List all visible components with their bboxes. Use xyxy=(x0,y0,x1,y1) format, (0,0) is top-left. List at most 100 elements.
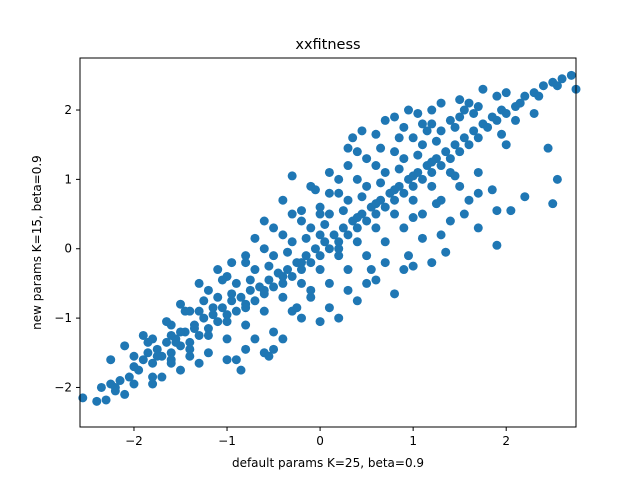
data-point xyxy=(506,206,516,216)
data-point xyxy=(315,265,325,275)
data-point xyxy=(185,351,195,361)
data-point xyxy=(390,185,400,195)
data-point xyxy=(324,188,334,198)
data-point xyxy=(436,126,446,136)
data-point xyxy=(413,108,423,118)
data-point xyxy=(501,108,511,118)
data-point xyxy=(380,115,390,125)
data-point xyxy=(120,389,130,399)
data-point xyxy=(231,306,241,316)
data-point xyxy=(520,192,530,202)
data-point xyxy=(259,306,269,316)
y-tick-label: 2 xyxy=(64,103,72,117)
y-axis-label: new params K=15, beta=0.9 xyxy=(30,155,44,330)
data-point xyxy=(390,112,400,122)
data-point xyxy=(459,105,469,115)
data-point xyxy=(492,240,502,250)
data-point xyxy=(245,275,255,285)
data-point xyxy=(427,119,437,129)
data-point xyxy=(459,209,469,219)
y-axis-ticks: −2 −1 0 1 2 xyxy=(54,103,80,394)
data-point xyxy=(441,147,451,157)
data-point xyxy=(110,382,120,392)
data-point xyxy=(473,167,483,177)
data-point xyxy=(417,174,427,184)
data-point xyxy=(259,285,269,295)
data-point xyxy=(394,133,404,143)
data-point xyxy=(194,306,204,316)
data-point xyxy=(380,258,390,268)
data-point xyxy=(473,102,483,112)
data-point xyxy=(455,147,465,157)
data-point xyxy=(278,278,288,288)
data-point xyxy=(287,209,297,219)
data-point xyxy=(194,330,204,340)
data-point xyxy=(148,358,158,368)
data-point xyxy=(371,209,381,219)
data-point xyxy=(497,129,507,139)
data-point xyxy=(492,115,502,125)
data-point xyxy=(459,133,469,143)
data-point xyxy=(450,171,460,181)
data-point xyxy=(208,310,218,320)
data-point xyxy=(241,303,251,313)
data-point xyxy=(473,188,483,198)
data-point xyxy=(436,230,446,240)
data-point xyxy=(324,278,334,288)
data-point xyxy=(227,296,237,306)
data-point xyxy=(352,174,362,184)
data-point xyxy=(357,126,367,136)
data-point xyxy=(511,115,521,125)
data-point xyxy=(352,237,362,247)
data-point xyxy=(324,244,334,254)
data-point xyxy=(171,337,181,347)
data-point xyxy=(334,313,344,323)
data-point xyxy=(301,233,311,243)
data-point xyxy=(464,195,474,205)
data-point xyxy=(194,358,204,368)
data-point xyxy=(473,133,483,143)
data-point xyxy=(194,278,204,288)
data-point xyxy=(487,185,497,195)
data-point xyxy=(278,292,288,302)
data-point xyxy=(199,313,209,323)
data-point xyxy=(324,209,334,219)
data-point xyxy=(315,317,325,327)
data-point xyxy=(515,98,525,108)
data-point xyxy=(427,181,437,191)
data-point xyxy=(306,285,316,295)
data-point xyxy=(417,119,427,129)
data-point xyxy=(203,348,213,358)
data-point xyxy=(278,334,288,344)
data-point xyxy=(371,161,381,171)
data-point xyxy=(231,355,241,365)
data-point xyxy=(390,209,400,219)
data-point xyxy=(306,258,316,268)
data-point xyxy=(185,344,195,354)
data-point xyxy=(538,81,548,91)
data-point xyxy=(296,216,306,226)
x-axis-ticks: −2 −1 0 1 2 xyxy=(125,427,510,448)
data-point xyxy=(176,327,185,337)
x-tick-label: −1 xyxy=(218,434,236,448)
data-point xyxy=(92,396,102,406)
data-point xyxy=(455,181,465,191)
data-point xyxy=(399,122,409,132)
data-point xyxy=(287,237,297,247)
data-point xyxy=(129,379,139,389)
data-point xyxy=(278,230,288,240)
data-point xyxy=(390,147,400,157)
data-point xyxy=(241,320,251,330)
data-point xyxy=(534,91,544,101)
data-point xyxy=(408,195,418,205)
data-point xyxy=(362,216,372,226)
data-point xyxy=(357,192,367,202)
data-point xyxy=(217,275,227,285)
data-point xyxy=(399,223,409,233)
data-point xyxy=(450,122,460,132)
data-point xyxy=(492,206,502,216)
data-point xyxy=(529,108,539,118)
data-point xyxy=(259,216,269,226)
data-point xyxy=(96,382,106,392)
data-point xyxy=(408,261,418,271)
